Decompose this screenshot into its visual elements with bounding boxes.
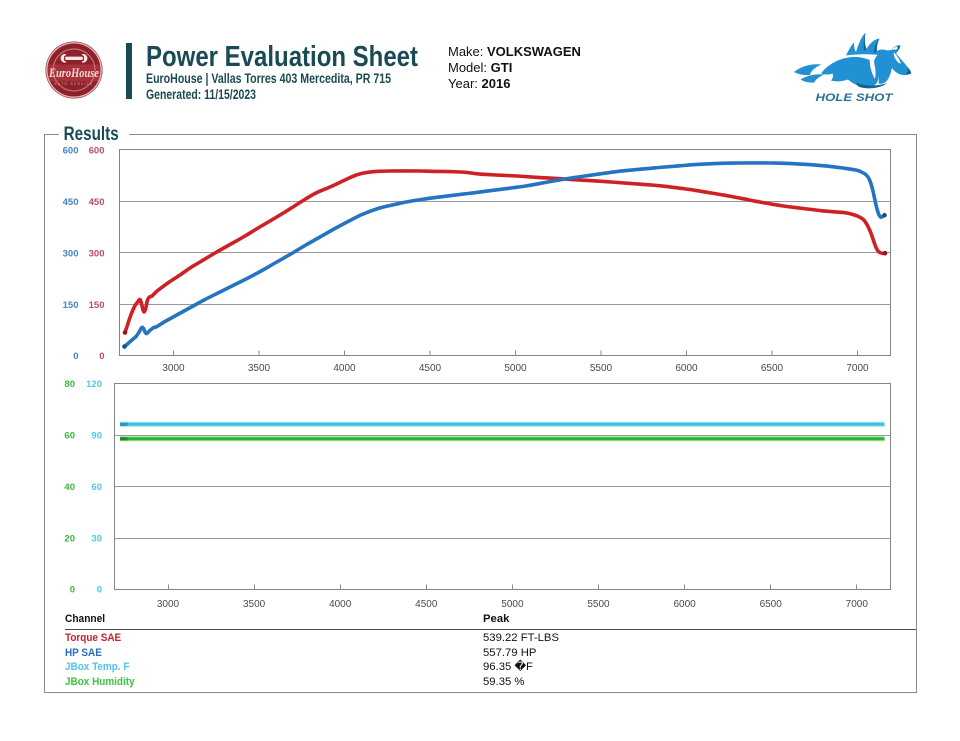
svg-text:6000: 6000 xyxy=(675,363,698,374)
svg-text:5500: 5500 xyxy=(590,363,613,374)
svg-text:5000: 5000 xyxy=(504,363,527,374)
svg-text:3000: 3000 xyxy=(162,363,185,374)
svg-text:3500: 3500 xyxy=(243,599,266,610)
svg-text:6500: 6500 xyxy=(761,363,784,374)
svg-text:600: 600 xyxy=(89,145,105,156)
svg-text:150: 150 xyxy=(63,300,79,311)
svg-text:90: 90 xyxy=(91,431,102,442)
svg-text:20: 20 xyxy=(64,534,75,545)
svg-text:120: 120 xyxy=(86,379,102,390)
svg-text:40: 40 xyxy=(64,482,75,493)
svg-text:60: 60 xyxy=(91,482,102,493)
svg-text:HOLE SHOT: HOLE SHOT xyxy=(816,92,894,104)
svg-text:600: 600 xyxy=(63,145,79,156)
svg-text:4000: 4000 xyxy=(333,363,356,374)
svg-text:6500: 6500 xyxy=(760,599,783,610)
svg-text:4500: 4500 xyxy=(419,363,442,374)
svg-text:4000: 4000 xyxy=(329,599,352,610)
svg-text:300: 300 xyxy=(63,248,79,259)
svg-text:150: 150 xyxy=(89,300,105,311)
svg-text:450: 450 xyxy=(89,197,105,208)
svg-text:EuroHouse: EuroHouse xyxy=(48,65,99,80)
svg-text:4500: 4500 xyxy=(415,599,438,610)
svg-text:300: 300 xyxy=(89,248,105,259)
svg-text:AUTO SERVICE: AUTO SERVICE xyxy=(54,82,94,86)
svg-text:5500: 5500 xyxy=(587,599,610,610)
svg-text:0: 0 xyxy=(97,585,102,596)
svg-text:80: 80 xyxy=(64,379,75,390)
svg-text:30: 30 xyxy=(91,534,102,545)
svg-text:3000: 3000 xyxy=(157,599,180,610)
svg-text:6000: 6000 xyxy=(673,599,696,610)
svg-text:7000: 7000 xyxy=(846,599,869,610)
svg-text:450: 450 xyxy=(63,197,79,208)
svg-text:0: 0 xyxy=(70,585,75,596)
svg-text:5000: 5000 xyxy=(501,599,524,610)
svg-text:3500: 3500 xyxy=(248,363,271,374)
svg-text:7000: 7000 xyxy=(846,363,869,374)
svg-text:0: 0 xyxy=(73,351,78,362)
svg-text:0: 0 xyxy=(99,351,104,362)
svg-text:60: 60 xyxy=(64,431,75,442)
